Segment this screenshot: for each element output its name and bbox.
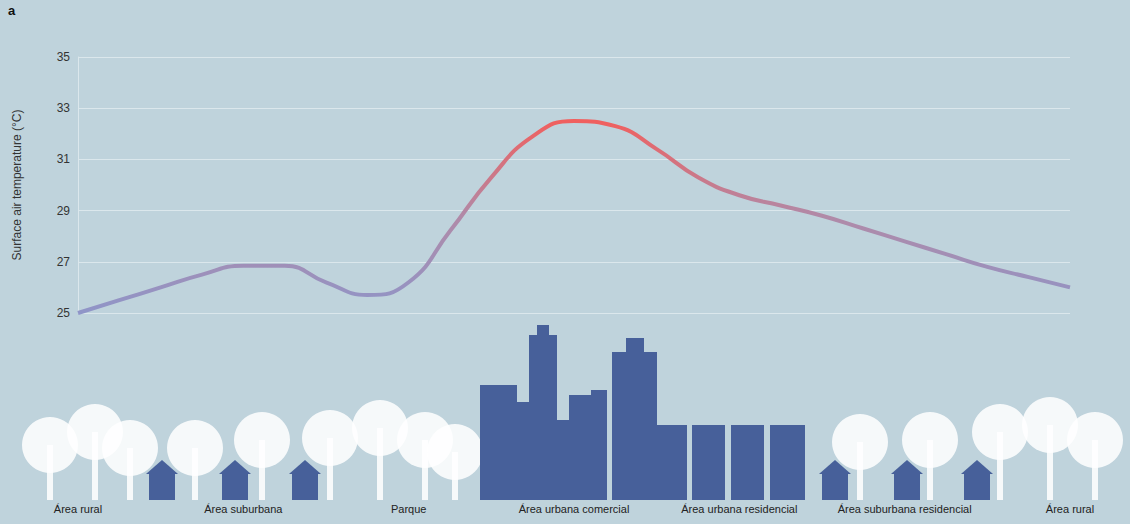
svg-text:27: 27 <box>57 255 71 269</box>
svg-text:Área suburbana residencial: Área suburbana residencial <box>838 503 972 515</box>
svg-text:29: 29 <box>57 204 71 218</box>
svg-text:Área suburbana: Área suburbana <box>204 503 283 515</box>
svg-text:35: 35 <box>57 50 71 64</box>
svg-text:33: 33 <box>57 101 71 115</box>
svg-text:Área urbana comercial: Área urbana comercial <box>519 503 630 515</box>
svg-text:Parque: Parque <box>391 503 426 515</box>
svg-text:Área rural: Área rural <box>54 503 102 515</box>
svg-text:a: a <box>8 3 16 18</box>
svg-text:31: 31 <box>57 152 71 166</box>
svg-text:25: 25 <box>57 306 71 320</box>
svg-text:Área urbana residencial: Área urbana residencial <box>681 503 797 515</box>
svg-text:Área rural: Área rural <box>1046 503 1094 515</box>
svg-text:Surface air temperature (°C): Surface air temperature (°C) <box>10 110 24 261</box>
